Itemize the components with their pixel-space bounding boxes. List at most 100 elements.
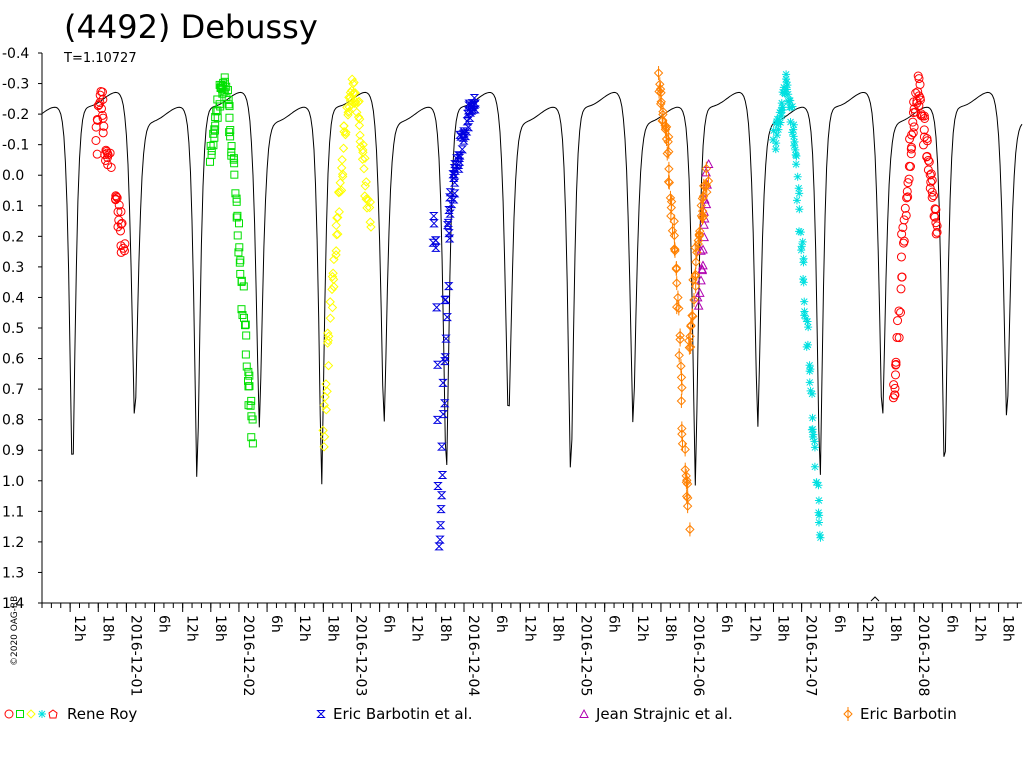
series-point-eric-barbotin-et-al- bbox=[434, 542, 444, 551]
data-point bbox=[436, 505, 446, 514]
x-tick-label: 2016-12-06 bbox=[690, 615, 706, 696]
series-point-eric-barbotin-et-al- bbox=[457, 145, 467, 154]
series-point-rene-roy bbox=[906, 149, 916, 159]
data-point bbox=[888, 393, 898, 403]
series-point-rene-roy bbox=[248, 439, 257, 448]
series-point-eric-barbotin-et-al- bbox=[433, 481, 443, 490]
series-point-rene-roy bbox=[93, 101, 103, 111]
data-point bbox=[353, 97, 363, 107]
series-point-eric-barbotin-et-al- bbox=[439, 399, 450, 408]
series-point-rene-roy bbox=[327, 302, 338, 313]
data-point bbox=[323, 335, 333, 346]
data-point bbox=[227, 148, 236, 157]
series-point-eric-barbotin bbox=[690, 267, 701, 282]
series-point-rene-roy bbox=[791, 145, 800, 154]
data-point bbox=[788, 128, 797, 137]
data-point bbox=[896, 252, 906, 262]
series-point-rene-roy bbox=[227, 148, 236, 157]
data-point bbox=[365, 217, 375, 227]
series-point-rene-roy bbox=[247, 433, 256, 442]
series-point-rene-roy bbox=[777, 111, 786, 120]
series-point-eric-barbotin-et-al- bbox=[442, 313, 452, 322]
series-point-eric-barbotin bbox=[669, 228, 680, 243]
data-point bbox=[782, 74, 791, 83]
data-point bbox=[789, 132, 798, 141]
series-point-eric-barbotin bbox=[682, 499, 693, 514]
x-tick-label: 12h bbox=[971, 615, 987, 642]
series-point-rene-roy bbox=[237, 305, 246, 314]
x-tick-label: 2016-12-02 bbox=[240, 615, 256, 696]
series-point-rene-roy bbox=[230, 159, 239, 168]
data-point bbox=[206, 141, 215, 150]
data-point bbox=[786, 96, 795, 105]
data-point bbox=[365, 197, 376, 207]
series-point-rene-roy bbox=[788, 128, 797, 137]
series-point-eric-barbotin-et-al- bbox=[470, 99, 481, 108]
series-point-rene-roy bbox=[244, 401, 253, 410]
series-point-rene-roy bbox=[245, 382, 254, 391]
data-point bbox=[207, 146, 216, 155]
data-point bbox=[808, 413, 817, 422]
series-point-rene-roy bbox=[349, 77, 359, 88]
data-point bbox=[914, 91, 924, 101]
data-point bbox=[444, 206, 454, 215]
series-point-rene-roy bbox=[891, 357, 901, 367]
y-tick-label: 0.2 bbox=[2, 229, 24, 245]
series-point-eric-barbotin-et-al- bbox=[444, 229, 454, 238]
legend-marker bbox=[26, 709, 36, 719]
data-point bbox=[915, 80, 925, 90]
data-point bbox=[794, 184, 803, 193]
data-point bbox=[224, 100, 233, 109]
series-point-eric-barbotin bbox=[664, 161, 674, 176]
x-tick-label: 6h bbox=[268, 615, 284, 633]
data-point bbox=[230, 159, 239, 168]
data-point bbox=[795, 227, 804, 236]
axis-arrow-icon bbox=[870, 596, 880, 602]
series-point-rene-roy bbox=[799, 278, 808, 287]
x-tick-label: 18h bbox=[887, 615, 903, 642]
data-point bbox=[890, 383, 900, 393]
series-point-rene-roy bbox=[808, 413, 817, 422]
data-point bbox=[814, 481, 823, 490]
y-tick-label: 1.4 bbox=[2, 596, 24, 612]
x-tick-label: 18h bbox=[437, 615, 453, 642]
series-point-eric-barbotin-et-al- bbox=[449, 195, 459, 204]
data-point bbox=[900, 203, 910, 213]
series-point-rene-roy bbox=[769, 135, 778, 144]
data-point bbox=[442, 313, 452, 322]
series-point-eric-barbotin bbox=[677, 380, 687, 395]
series-point-rene-roy bbox=[325, 313, 336, 323]
series-point-rene-roy bbox=[92, 149, 102, 159]
series-point-eric-barbotin bbox=[695, 224, 705, 239]
data-point bbox=[335, 186, 346, 197]
data-point bbox=[236, 256, 245, 265]
series-point-rene-roy bbox=[347, 74, 357, 84]
series-point-rene-roy bbox=[802, 342, 811, 351]
series-point-rene-roy bbox=[334, 187, 344, 197]
series-point-rene-roy bbox=[916, 109, 926, 119]
series-point-rene-roy bbox=[786, 96, 795, 105]
series-point-rene-roy bbox=[117, 218, 127, 228]
data-point bbox=[802, 342, 811, 351]
data-point bbox=[241, 350, 250, 359]
legend-label: Eric Barbotin bbox=[860, 705, 957, 723]
data-point bbox=[331, 220, 341, 231]
series-point-rene-roy bbox=[902, 186, 912, 196]
data-point bbox=[791, 145, 800, 154]
data-point bbox=[339, 127, 349, 137]
series-point-rene-roy bbox=[795, 189, 804, 198]
series-point-rene-roy bbox=[357, 154, 368, 164]
series-point-eric-barbotin-et-al- bbox=[429, 212, 439, 221]
series-point-rene-roy bbox=[239, 282, 248, 291]
series-point-rene-roy bbox=[789, 125, 798, 134]
x-tick-label: 6h bbox=[381, 615, 397, 633]
series-point-rene-roy bbox=[901, 210, 911, 220]
x-tick-label: 12h bbox=[296, 615, 312, 642]
series-point-rene-roy bbox=[927, 187, 937, 197]
series-point-rene-roy bbox=[319, 432, 330, 442]
data-point bbox=[16, 710, 24, 718]
series-point-jean-strajnic-et-al- bbox=[701, 199, 712, 209]
data-point bbox=[930, 204, 940, 214]
series-point-rene-roy bbox=[782, 70, 791, 79]
y-tick-label: 0.9 bbox=[2, 443, 24, 459]
